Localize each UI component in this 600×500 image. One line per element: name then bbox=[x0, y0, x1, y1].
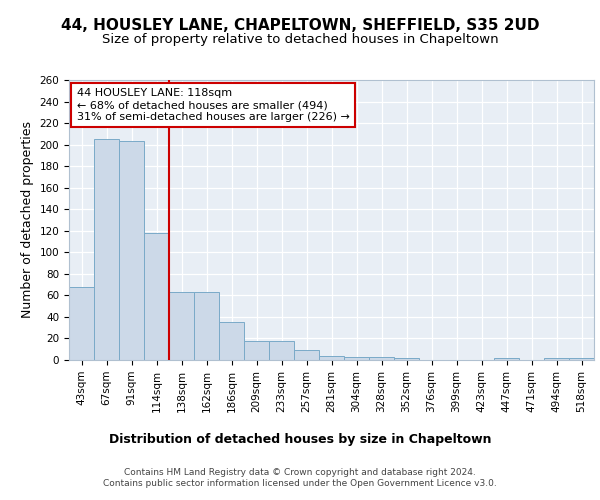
Bar bbox=[369, 357, 394, 360]
Bar bbox=[144, 233, 169, 360]
Bar bbox=[94, 139, 119, 360]
Bar bbox=[169, 292, 194, 360]
Bar bbox=[494, 358, 519, 360]
Bar bbox=[544, 358, 569, 360]
Bar bbox=[319, 356, 344, 360]
Text: Contains HM Land Registry data © Crown copyright and database right 2024.
Contai: Contains HM Land Registry data © Crown c… bbox=[103, 468, 497, 487]
Bar bbox=[269, 340, 294, 360]
Bar bbox=[119, 142, 144, 360]
Text: 44 HOUSLEY LANE: 118sqm
← 68% of detached houses are smaller (494)
31% of semi-d: 44 HOUSLEY LANE: 118sqm ← 68% of detache… bbox=[77, 88, 350, 122]
Bar bbox=[219, 322, 244, 360]
Bar bbox=[294, 350, 319, 360]
Bar bbox=[194, 292, 219, 360]
Text: Distribution of detached houses by size in Chapeltown: Distribution of detached houses by size … bbox=[109, 432, 491, 446]
Text: Size of property relative to detached houses in Chapeltown: Size of property relative to detached ho… bbox=[101, 32, 499, 46]
Bar bbox=[244, 340, 269, 360]
Bar bbox=[69, 287, 94, 360]
Bar bbox=[394, 358, 419, 360]
Text: 44, HOUSLEY LANE, CHAPELTOWN, SHEFFIELD, S35 2UD: 44, HOUSLEY LANE, CHAPELTOWN, SHEFFIELD,… bbox=[61, 18, 539, 32]
Y-axis label: Number of detached properties: Number of detached properties bbox=[21, 122, 34, 318]
Bar bbox=[569, 358, 594, 360]
Bar bbox=[344, 357, 369, 360]
